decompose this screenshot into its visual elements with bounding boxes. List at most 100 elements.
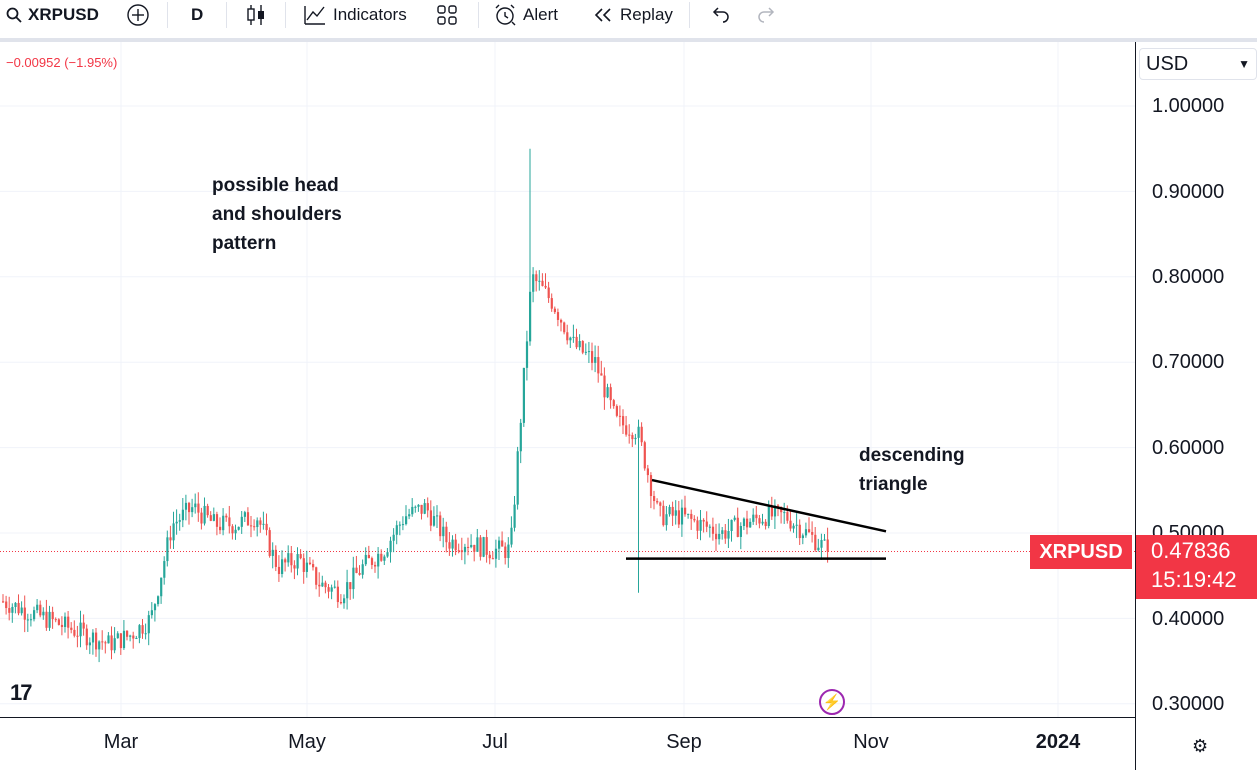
triangle-annotation[interactable]: descending triangle (859, 441, 965, 499)
candle-body (777, 505, 780, 508)
candle-body (780, 507, 783, 513)
indicators-button[interactable]: Indicators (303, 0, 407, 30)
y-tick: 0.90000 (1152, 181, 1225, 203)
candle-body (581, 340, 584, 353)
candle-body (426, 503, 429, 511)
candle-body (284, 559, 287, 563)
candle-body (544, 285, 547, 288)
candle-body (634, 437, 637, 440)
candlestick-series (2, 148, 829, 663)
candle-body (643, 442, 646, 469)
candle-body (482, 537, 485, 557)
undo-button[interactable] (710, 0, 730, 30)
candle-body (119, 633, 122, 649)
candle-body (436, 515, 439, 517)
symbol-search[interactable]: XRPUSD (6, 0, 99, 30)
candle-body (290, 553, 293, 566)
candle-body (377, 553, 380, 567)
candle-body (327, 587, 330, 592)
chart-grid (0, 42, 1136, 718)
compare-button[interactable] (126, 0, 150, 30)
candle-body (11, 606, 14, 613)
top-toolbar: XRPUSD D Indicators Alert Replay (0, 0, 1257, 38)
candle-body (48, 611, 51, 628)
alarm-clock-icon (493, 3, 517, 27)
x-tick: 2024 (1035, 731, 1081, 753)
candle-body (770, 506, 773, 517)
candle-body (321, 582, 324, 587)
toolbar-separator (0, 38, 1257, 42)
lightning-icon[interactable]: ⚡ (819, 689, 845, 715)
redo-button[interactable] (757, 0, 777, 30)
candle-body (510, 527, 513, 545)
chart-type-button[interactable] (245, 0, 267, 30)
price-change-legend: −0.00952 (−1.95%) (6, 55, 118, 70)
candle-body (749, 521, 752, 528)
candle-body (122, 630, 126, 649)
candle-body (374, 564, 377, 567)
candle-body (408, 514, 411, 517)
candle-body (246, 512, 250, 526)
settings-gear-icon[interactable]: ⚙ (1192, 736, 1209, 756)
candle-body (538, 280, 541, 282)
chevron-down-icon: ▼ (1238, 57, 1250, 71)
y-tick: 0.40000 (1152, 608, 1225, 630)
replay-button[interactable]: Replay (592, 0, 673, 30)
price-chart[interactable] (0, 42, 1136, 718)
candle-body (560, 319, 563, 323)
toolbar-divider (689, 2, 690, 28)
candle-body (529, 291, 532, 342)
x-tick: Mar (103, 731, 139, 753)
candle-body (51, 611, 54, 620)
candle-body (417, 504, 420, 507)
candle-body (423, 503, 426, 514)
candle-body (594, 357, 597, 363)
undo-icon (710, 7, 730, 23)
candle-body (522, 367, 525, 423)
candle-body (603, 375, 606, 398)
candle-body (578, 340, 581, 348)
candle-body (789, 520, 792, 529)
candle-body (445, 526, 448, 543)
candle-body (491, 558, 494, 560)
candle-body (516, 451, 519, 505)
candle-body (724, 530, 727, 539)
layouts-button[interactable] (436, 0, 458, 30)
candle-body (572, 336, 575, 338)
alert-button[interactable]: Alert (493, 0, 558, 30)
candle-body (479, 537, 482, 557)
y-tick: 0.80000 (1152, 266, 1225, 288)
candle-body (684, 507, 687, 515)
candle-body (401, 524, 405, 526)
grid-layout-icon (436, 4, 458, 26)
candle-body (14, 602, 17, 607)
candle-body (563, 322, 566, 333)
candle-body (659, 502, 662, 506)
currency-label: USD (1146, 52, 1189, 75)
candle-body (20, 607, 23, 614)
candle-body (752, 514, 755, 522)
candle-body (711, 526, 715, 534)
candle-body (330, 587, 333, 592)
candle-body (820, 540, 823, 548)
candle-body (671, 506, 674, 516)
y-tick: 1.00000 (1152, 95, 1225, 117)
toolbar-divider (226, 2, 227, 28)
candle-body (191, 507, 194, 513)
tradingview-logo[interactable]: 17 (10, 680, 33, 705)
candle-body (39, 604, 42, 616)
candle-body (792, 525, 795, 529)
hs-annotation[interactable]: possible head and shoulders pattern (212, 171, 342, 258)
candle-body (98, 641, 101, 650)
candle-body (277, 566, 281, 575)
candle-body (222, 515, 225, 531)
interval-button[interactable]: D (191, 5, 204, 24)
currency-selector[interactable]: USD ▼ (1139, 48, 1257, 80)
candle-body (823, 539, 826, 541)
candle-body (448, 542, 451, 549)
candle-body (764, 521, 767, 527)
candle-body (175, 521, 178, 524)
candle-body (163, 561, 166, 578)
candle-body (591, 351, 594, 363)
annotation-line: possible head (212, 175, 339, 196)
